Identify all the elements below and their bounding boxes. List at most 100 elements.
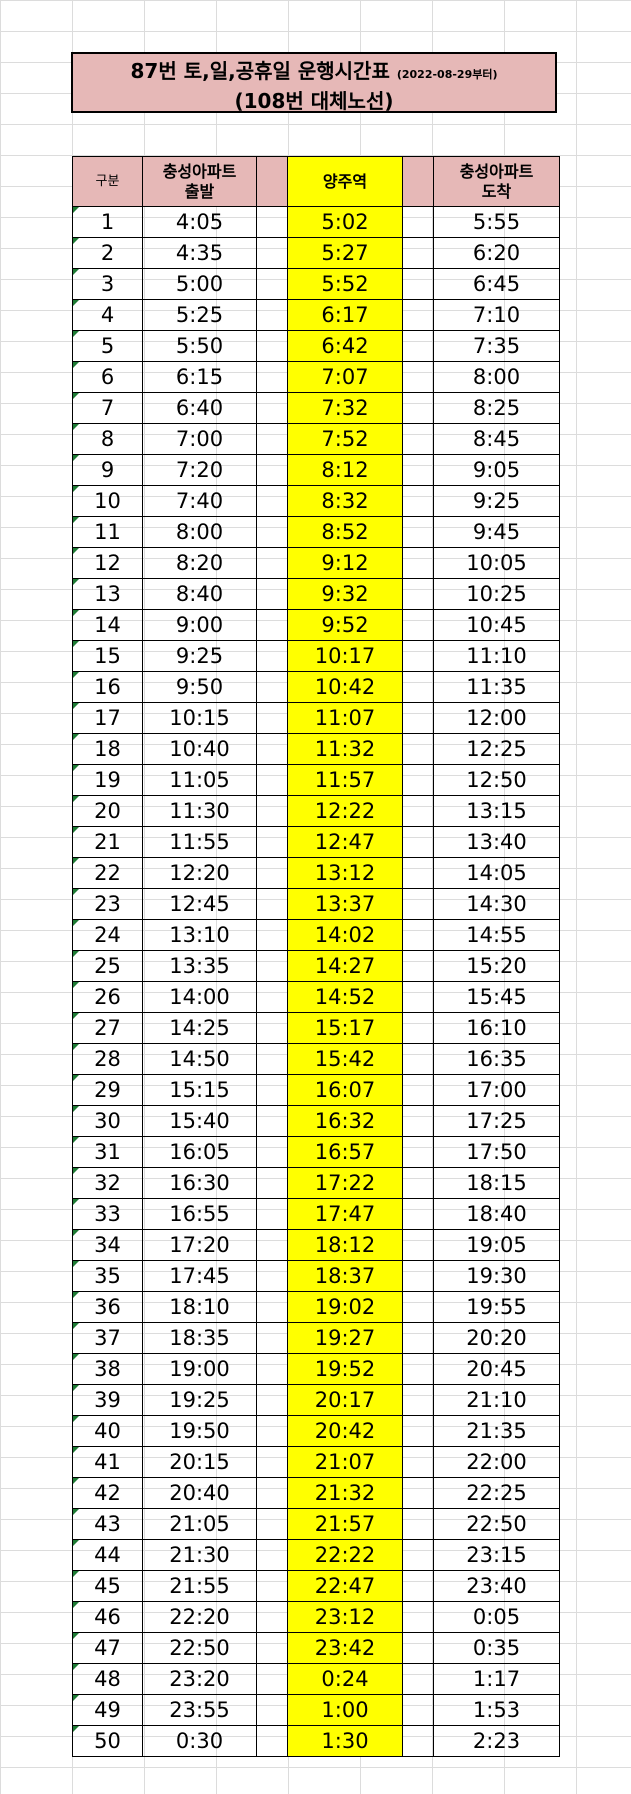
cell-number: 9 [72, 454, 143, 486]
cell-yangju-time: 21:07 [287, 1446, 403, 1478]
cell-gap [256, 1415, 288, 1447]
cell-gap [402, 857, 434, 889]
table-row: 39 19:25 20:17 21:10 [72, 1384, 560, 1416]
cell-yangju-time: 5:27 [287, 237, 403, 269]
cell-number: 18 [72, 733, 143, 765]
cell-gap [402, 733, 434, 765]
cell-gap [402, 206, 434, 238]
cell-gap [256, 1105, 288, 1137]
cell-gap [402, 268, 434, 300]
cell-yangju-time: 16:32 [287, 1105, 403, 1137]
cell-gap [402, 547, 434, 579]
cell-number: 24 [72, 919, 143, 951]
cell-arrive-time: 13:15 [433, 795, 560, 827]
cell-number: 8 [72, 423, 143, 455]
cell-number: 17 [72, 702, 143, 734]
cell-yangju-time: 7:07 [287, 361, 403, 393]
cell-depart-time: 14:00 [142, 981, 257, 1013]
cell-yangju-time: 11:32 [287, 733, 403, 765]
cell-gap [256, 1508, 288, 1540]
cell-number: 45 [72, 1570, 143, 1602]
cell-depart-time: 4:35 [142, 237, 257, 269]
cell-arrive-time: 16:10 [433, 1012, 560, 1044]
table-row: 11 8:00 8:52 9:45 [72, 516, 560, 548]
cell-arrive-time: 19:05 [433, 1229, 560, 1261]
cell-yangju-time: 7:32 [287, 392, 403, 424]
cell-number: 4 [72, 299, 143, 331]
cell-gap [402, 1012, 434, 1044]
cell-arrive-time: 0:05 [433, 1601, 560, 1633]
cell-depart-time: 15:40 [142, 1105, 257, 1137]
cell-depart-time: 20:15 [142, 1446, 257, 1478]
cell-gap [256, 888, 288, 920]
cell-gap [256, 981, 288, 1013]
cell-gap [402, 671, 434, 703]
cell-gap [402, 609, 434, 641]
cell-number: 48 [72, 1663, 143, 1695]
cell-depart-time: 8:20 [142, 547, 257, 579]
cell-arrive-time: 17:00 [433, 1074, 560, 1106]
cell-arrive-time: 14:55 [433, 919, 560, 951]
cell-depart-time: 5:25 [142, 299, 257, 331]
cell-number: 35 [72, 1260, 143, 1292]
cell-yangju-time: 11:07 [287, 702, 403, 734]
cell-gap [256, 1694, 288, 1726]
cell-depart-time: 21:05 [142, 1508, 257, 1540]
timetable-title: 87번 토,일,공휴일 운행시간표 (2022-08-29부터) (108번 대… [71, 52, 557, 113]
table-row: 45 21:55 22:47 23:40 [72, 1570, 560, 1602]
cell-gap [402, 1260, 434, 1292]
cell-gap [256, 1539, 288, 1571]
cell-yangju-time: 16:07 [287, 1074, 403, 1106]
table-row: 15 9:25 10:17 11:10 [72, 640, 560, 672]
cell-number: 34 [72, 1229, 143, 1261]
table-row: 29 15:15 16:07 17:00 [72, 1074, 560, 1106]
cell-yangju-time: 1:30 [287, 1725, 403, 1757]
cell-number: 47 [72, 1632, 143, 1664]
cell-depart-time: 22:20 [142, 1601, 257, 1633]
cell-number: 16 [72, 671, 143, 703]
cell-depart-time: 23:55 [142, 1694, 257, 1726]
cell-number: 11 [72, 516, 143, 548]
cell-depart-time: 14:50 [142, 1043, 257, 1075]
cell-depart-time: 18:10 [142, 1291, 257, 1323]
cell-gap [256, 795, 288, 827]
cell-number: 27 [72, 1012, 143, 1044]
cell-arrive-time: 6:20 [433, 237, 560, 269]
cell-arrive-time: 1:53 [433, 1694, 560, 1726]
cell-depart-time: 17:45 [142, 1260, 257, 1292]
table-row: 12 8:20 9:12 10:05 [72, 547, 560, 579]
cell-gap [402, 950, 434, 982]
cell-arrive-time: 14:30 [433, 888, 560, 920]
cell-number: 3 [72, 268, 143, 300]
cell-gap [256, 1136, 288, 1168]
cell-gap [402, 888, 434, 920]
cell-arrive-time: 19:30 [433, 1260, 560, 1292]
cell-gap [256, 733, 288, 765]
cell-arrive-time: 10:05 [433, 547, 560, 579]
cell-yangju-time: 13:37 [287, 888, 403, 920]
cell-yangju-time: 9:12 [287, 547, 403, 579]
cell-gap [402, 1291, 434, 1323]
cell-gap [402, 1415, 434, 1447]
cell-gap [402, 1725, 434, 1757]
cell-yangju-time: 6:17 [287, 299, 403, 331]
table-row: 26 14:00 14:52 15:45 [72, 981, 560, 1013]
cell-gap [256, 268, 288, 300]
cell-gap [402, 392, 434, 424]
header-gap [402, 156, 434, 207]
cell-yangju-time: 8:52 [287, 516, 403, 548]
cell-number: 10 [72, 485, 143, 517]
cell-gap [256, 826, 288, 858]
cell-yangju-time: 20:17 [287, 1384, 403, 1416]
table-row: 23 12:45 13:37 14:30 [72, 888, 560, 920]
cell-yangju-time: 22:47 [287, 1570, 403, 1602]
table-row: 13 8:40 9:32 10:25 [72, 578, 560, 610]
cell-depart-time: 19:50 [142, 1415, 257, 1447]
cell-gap [402, 1384, 434, 1416]
table-row: 14 9:00 9:52 10:45 [72, 609, 560, 641]
cell-gap [256, 671, 288, 703]
cell-gap [256, 454, 288, 486]
table-row: 40 19:50 20:42 21:35 [72, 1415, 560, 1447]
cell-depart-time: 13:35 [142, 950, 257, 982]
cell-gap [402, 1539, 434, 1571]
